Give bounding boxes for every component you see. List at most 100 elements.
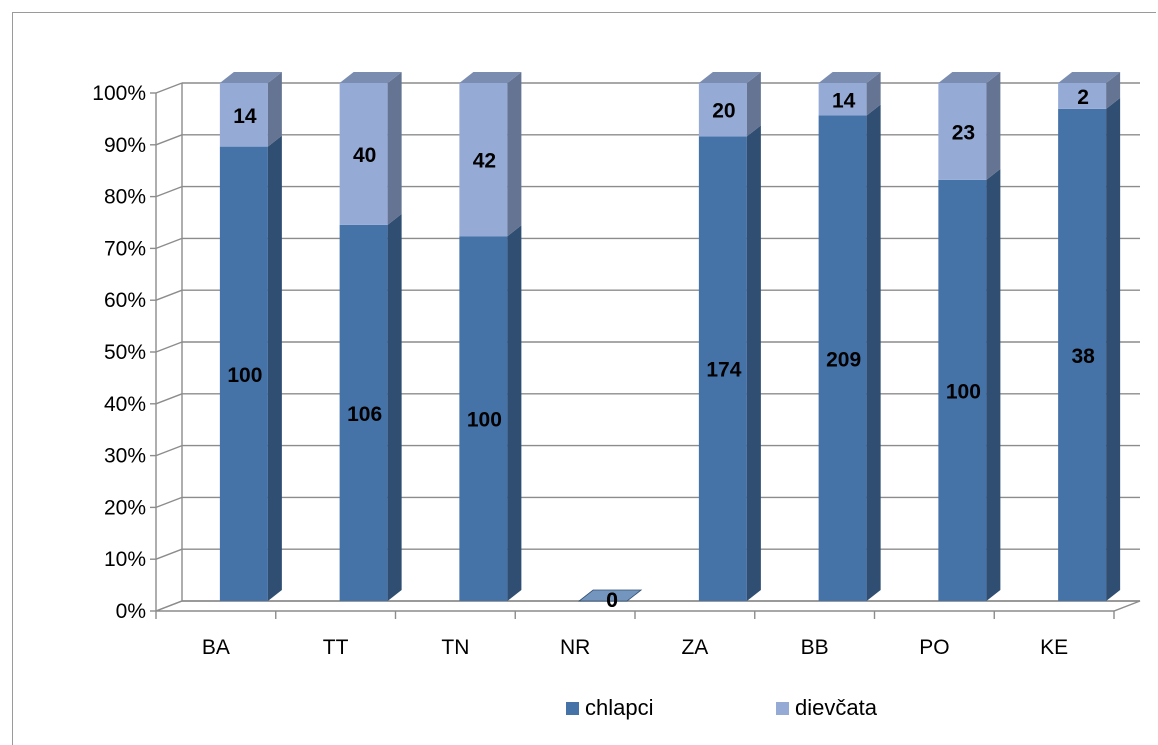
bar-dievčata	[339, 83, 388, 225]
x-tick-label: BA	[202, 636, 230, 659]
bar-side	[387, 72, 402, 225]
bar-side	[387, 213, 402, 602]
legend-label: dievčata	[795, 695, 878, 720]
bar-side	[746, 72, 761, 137]
gridline-wall	[155, 289, 183, 301]
bar-side	[507, 225, 522, 601]
chart-frame	[12, 12, 1156, 745]
data-label: 40	[353, 144, 376, 167]
x-tick-label: ZA	[681, 636, 708, 659]
data-label: 20	[712, 100, 735, 123]
bar-chlapci	[339, 224, 388, 602]
x-tick-label: TT	[323, 636, 349, 659]
bar-dievčata	[459, 83, 508, 237]
bar-chlapci	[459, 236, 508, 601]
bar-side	[1106, 72, 1121, 109]
bar-group-tt	[339, 72, 402, 602]
bar-side	[746, 125, 761, 601]
data-label: 23	[952, 121, 975, 144]
y-tick-label: 90%	[104, 134, 146, 157]
bar-group-za	[698, 72, 761, 601]
bar-group-nr	[577, 589, 643, 602]
gridline-wall	[155, 548, 183, 560]
gridline-wall	[155, 82, 183, 94]
data-label: 100	[467, 409, 502, 432]
bar-side	[1106, 97, 1121, 602]
x-tick-label: KE	[1040, 636, 1068, 659]
bar-group-bb	[818, 72, 881, 602]
gridline-wall	[155, 496, 183, 509]
bar-side	[507, 72, 522, 237]
bar-dievčata	[698, 83, 747, 137]
data-label: 2	[1077, 86, 1089, 109]
bar-top	[219, 72, 282, 83]
bar-side	[986, 72, 1001, 180]
bar-dievčata	[818, 83, 867, 116]
y-tick-label: 50%	[104, 341, 146, 364]
y-tick-label: 40%	[104, 393, 146, 416]
bar-top	[1058, 72, 1121, 83]
data-label: 100	[946, 380, 981, 403]
bar-group-ba	[219, 72, 282, 602]
gridline-wall	[155, 341, 183, 353]
y-tick-label: 60%	[104, 289, 146, 312]
legend-swatch	[776, 702, 789, 715]
bar-side	[866, 104, 881, 602]
gridline-wall	[155, 134, 183, 146]
legend-swatch	[566, 702, 579, 715]
data-label: 0	[606, 589, 618, 612]
data-label: 0	[606, 589, 618, 612]
legend: chlapci dievčata	[566, 695, 878, 720]
bar-group-ke	[1058, 72, 1121, 602]
y-tick-label: 80%	[104, 186, 146, 209]
x-axis: BA TT TN NR ZA BB PO KE	[155, 611, 1115, 659]
x-tick-label: TN	[441, 636, 469, 659]
gridline-wall	[155, 237, 183, 250]
bar-chlapci	[219, 146, 268, 602]
bar-chlapci	[698, 136, 747, 601]
bar-group-tn	[459, 72, 522, 601]
bar-top	[938, 72, 1001, 83]
data-label: 14	[832, 89, 856, 112]
y-tick-label: 0%	[116, 600, 146, 623]
y-tick-label: 30%	[104, 445, 146, 468]
bar-side	[866, 72, 881, 116]
bar-top	[339, 72, 402, 83]
bar-chlapci	[938, 179, 987, 601]
x-tick-label: NR	[560, 636, 590, 659]
y-tick-label: 10%	[104, 548, 146, 571]
legend-item: chlapci	[566, 695, 653, 720]
gridline-wall	[155, 393, 183, 405]
gridline-wall	[155, 185, 183, 198]
x-tick-label: BB	[801, 636, 829, 659]
bar-chlapci	[818, 115, 867, 602]
data-label: 14	[233, 105, 257, 128]
y-tick-label: 20%	[104, 496, 146, 519]
y-tick-label: 70%	[104, 237, 146, 260]
gridline-wall	[155, 444, 183, 457]
bar-chlapci	[1058, 108, 1107, 602]
data-label: 42	[473, 150, 496, 173]
bar-group-po	[938, 72, 1001, 601]
bar-dievčata	[1058, 83, 1107, 109]
data-label: 38	[1071, 345, 1095, 368]
data-label: 209	[826, 348, 861, 371]
bar-dievčata	[938, 83, 987, 180]
bar-side	[267, 135, 282, 602]
bar-dievčata	[219, 83, 268, 147]
bar-zero	[577, 589, 643, 602]
bars	[219, 72, 1121, 602]
bar-side	[986, 168, 1001, 601]
y-tick-label: 100%	[92, 82, 146, 105]
legend-label: chlapci	[585, 695, 653, 720]
legend-item: dievčata	[776, 695, 878, 720]
bar-top	[698, 72, 761, 83]
bar-top	[459, 72, 522, 83]
y-axis: 0% 10% 20% 30% 40% 50% 60% 70% 80% 90% 100%	[92, 82, 157, 623]
bar-top	[818, 72, 881, 83]
data-label: 174	[706, 359, 741, 382]
data-label: 106	[347, 403, 382, 426]
floor	[155, 600, 1141, 612]
